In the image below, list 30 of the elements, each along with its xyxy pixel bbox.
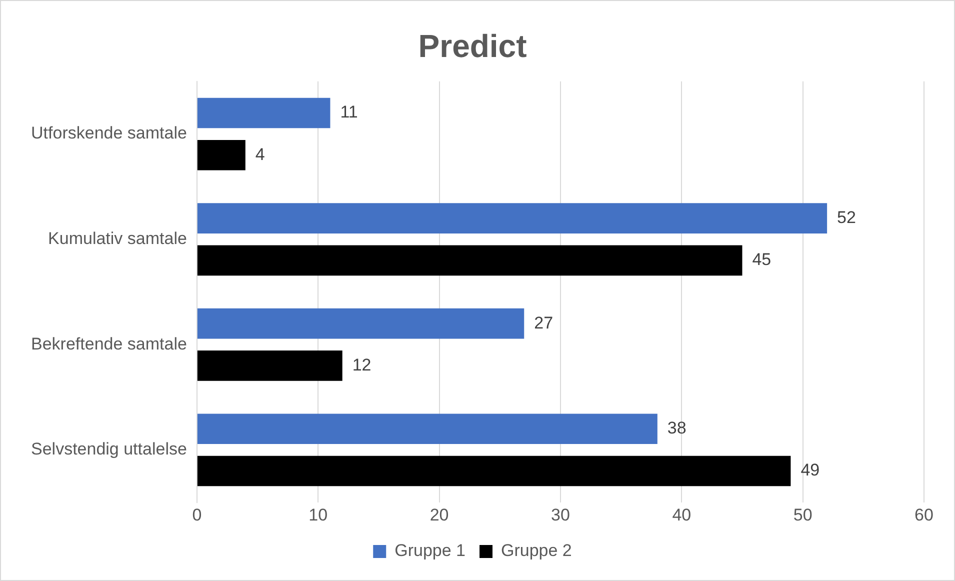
bar <box>197 98 330 128</box>
y-tick-label: Kumulativ samtale <box>48 229 187 248</box>
data-label: 45 <box>752 250 772 270</box>
data-label: 38 <box>667 418 686 438</box>
y-tick-label: Selvstendig uttalelse <box>30 440 187 459</box>
x-tick-label: 0 <box>192 505 202 524</box>
x-tick-label: 60 <box>914 505 934 524</box>
bar <box>197 203 828 234</box>
legend-label: Gruppe 1 <box>394 541 466 560</box>
data-label: 52 <box>837 208 856 227</box>
data-label: 27 <box>534 313 554 332</box>
data-label: 12 <box>352 355 372 374</box>
legend-label: Gruppe 2 <box>501 541 572 560</box>
x-tick-label: 40 <box>672 505 692 524</box>
y-tick-label: Utforskende samtale <box>31 124 187 143</box>
bar <box>197 456 791 486</box>
y-tick-label: Bekreftende samtale <box>31 334 187 354</box>
bar <box>197 414 658 444</box>
data-label: 4 <box>255 144 265 164</box>
x-tick-label: 30 <box>551 505 570 524</box>
data-label: 49 <box>800 460 820 480</box>
chart-title: Predict <box>418 28 528 64</box>
bar <box>197 350 342 381</box>
bar <box>197 245 742 276</box>
data-label: 11 <box>340 102 358 122</box>
bar <box>197 308 524 339</box>
x-tick-label: 20 <box>430 505 449 524</box>
x-tick-label: 10 <box>308 505 328 524</box>
bar <box>197 140 246 170</box>
x-tick-label: 50 <box>793 505 812 524</box>
